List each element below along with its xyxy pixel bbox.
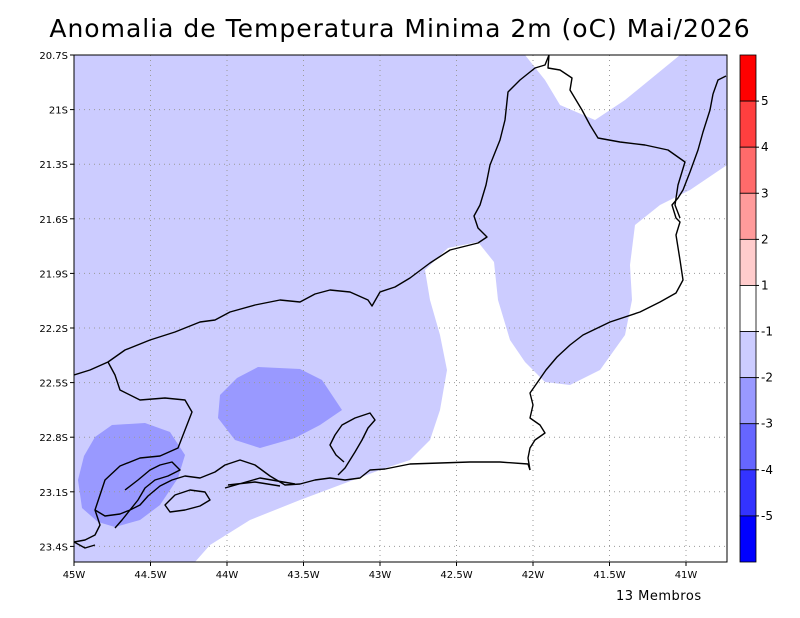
lat-tick-label: 21S xyxy=(49,106,68,117)
lon-tick-label: 43W xyxy=(369,570,392,581)
colorbar-swatch xyxy=(739,285,757,332)
colorbar-label: -4 xyxy=(761,463,773,477)
lon-tick-label: 43.5W xyxy=(287,570,319,581)
anomaly-region-minus2-minus3-west xyxy=(78,423,185,527)
colorbar-label: 4 xyxy=(761,140,769,154)
members-count-label: 13 Membros xyxy=(616,589,702,604)
longitude-axis: 45W 44.5W 44W 43.5W 43W 42.5W 42W 41.5W 41W xyxy=(63,562,698,581)
colorbar-swatch xyxy=(739,377,757,425)
colorbar-label: -5 xyxy=(761,509,773,523)
colorbar-label: 1 xyxy=(761,278,769,292)
lat-tick-label: 23.1S xyxy=(39,488,68,499)
colorbar-label: 5 xyxy=(761,94,769,108)
colorbar-label: 3 xyxy=(761,186,769,200)
state-border-west xyxy=(74,361,193,543)
colorbar-label: -1 xyxy=(761,325,773,339)
colorbar-swatch xyxy=(739,146,757,194)
lat-tick-label: 22.2S xyxy=(39,324,68,335)
coastline-east xyxy=(527,75,727,471)
colorbar-swatch xyxy=(739,192,757,240)
lat-tick-label: 21.3S xyxy=(39,160,68,171)
colorbar-swatch xyxy=(739,54,757,102)
state-border-north-east xyxy=(547,55,686,219)
coastline-and-borders xyxy=(74,55,727,549)
coastline-south xyxy=(94,459,531,517)
plot-area xyxy=(74,55,727,562)
lat-tick-label: 22.8S xyxy=(39,433,68,444)
colorbar-swatch xyxy=(739,469,757,517)
lon-tick-label: 42.5W xyxy=(440,570,472,581)
ilha-grande-outline xyxy=(164,489,211,513)
lon-tick-label: 44.5W xyxy=(134,570,166,581)
lon-tick-label: 44W xyxy=(216,570,239,581)
lat-tick-label: 22.5S xyxy=(39,379,68,390)
colorbar-swatch xyxy=(739,100,757,148)
guanabara-bay-shore xyxy=(329,412,376,476)
lon-tick-label: 45W xyxy=(63,570,86,581)
colorbar-swatch xyxy=(739,331,757,379)
colorbar-label: -3 xyxy=(761,417,773,431)
lat-tick-label: 21.9S xyxy=(39,269,68,280)
colorbar-label: 2 xyxy=(761,232,769,246)
coastline-southwest xyxy=(74,541,96,549)
colorbar-swatch xyxy=(739,238,757,286)
lat-tick-label: 21.6S xyxy=(39,215,68,226)
lon-tick-label: 42W xyxy=(522,570,545,581)
latitude-axis: 20.7S 21S 21.3S 21.6S 21.9S 22.2S 22.5S 22.8S 23… xyxy=(39,51,74,553)
colorbar: 5 4 3 2 1 -1 -2 -3 -4 -5 xyxy=(739,54,773,563)
lat-tick-label: 20.7S xyxy=(39,51,68,62)
state-border-north xyxy=(74,55,550,376)
colorbar-swatch xyxy=(739,423,757,471)
colorbar-swatch xyxy=(739,515,757,563)
lat-tick-label: 23.4S xyxy=(39,542,68,553)
anomaly-region-minus2-minus3-center xyxy=(218,367,342,448)
colorbar-label: -2 xyxy=(761,371,773,385)
sepetiba-bay-line xyxy=(224,477,296,489)
map-title: Anomalia de Temperatura Minima 2m (oC) M… xyxy=(49,14,751,43)
lon-tick-label: 41W xyxy=(675,570,698,581)
lon-tick-label: 41.5W xyxy=(593,570,625,581)
west-coast-detail xyxy=(114,461,181,529)
plot-frame xyxy=(73,54,728,563)
